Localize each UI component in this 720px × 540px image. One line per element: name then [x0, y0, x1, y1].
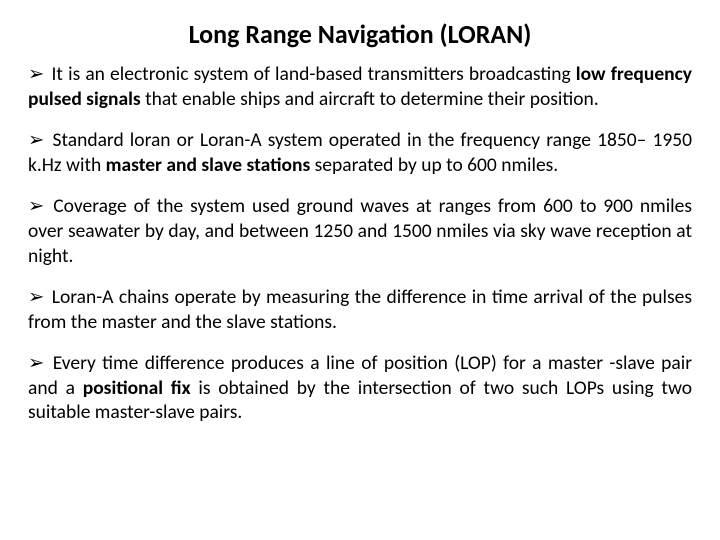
bullet-arrow-icon: ➢ — [28, 286, 44, 308]
bullet-arrow-icon: ➢ — [28, 63, 44, 85]
bullet-arrow-icon: ➢ — [28, 195, 44, 217]
bullet-text-pre: Loran-A chains operate by measuring the … — [28, 285, 692, 334]
bullet-item: ➢ Standard loran or Loran-A system opera… — [28, 128, 692, 178]
bullet-text-pre: Coverage of the system used ground waves… — [28, 194, 692, 268]
bullet-item: ➢ Every time difference produces a line … — [28, 351, 692, 426]
bullet-text-pre: It is an electronic system of land-based… — [52, 62, 576, 86]
bullet-item: ➢ It is an electronic system of land-bas… — [28, 62, 692, 112]
bullet-text-bold: master and slave stations — [106, 153, 311, 177]
bullet-item: ➢ Coverage of the system used ground wav… — [28, 194, 692, 269]
bullet-arrow-icon: ➢ — [28, 352, 44, 374]
bullet-text-bold: positional fix — [83, 376, 191, 400]
slide-title: Long Range Navigation (LORAN) — [28, 18, 692, 50]
bullet-arrow-icon: ➢ — [28, 129, 44, 151]
bullet-item: ➢ Loran-A chains operate by measuring th… — [28, 285, 692, 335]
bullet-text-post: separated by up to 600 nmiles. — [310, 153, 558, 177]
bullet-text-post: that enable ships and aircraft to determ… — [141, 87, 599, 111]
